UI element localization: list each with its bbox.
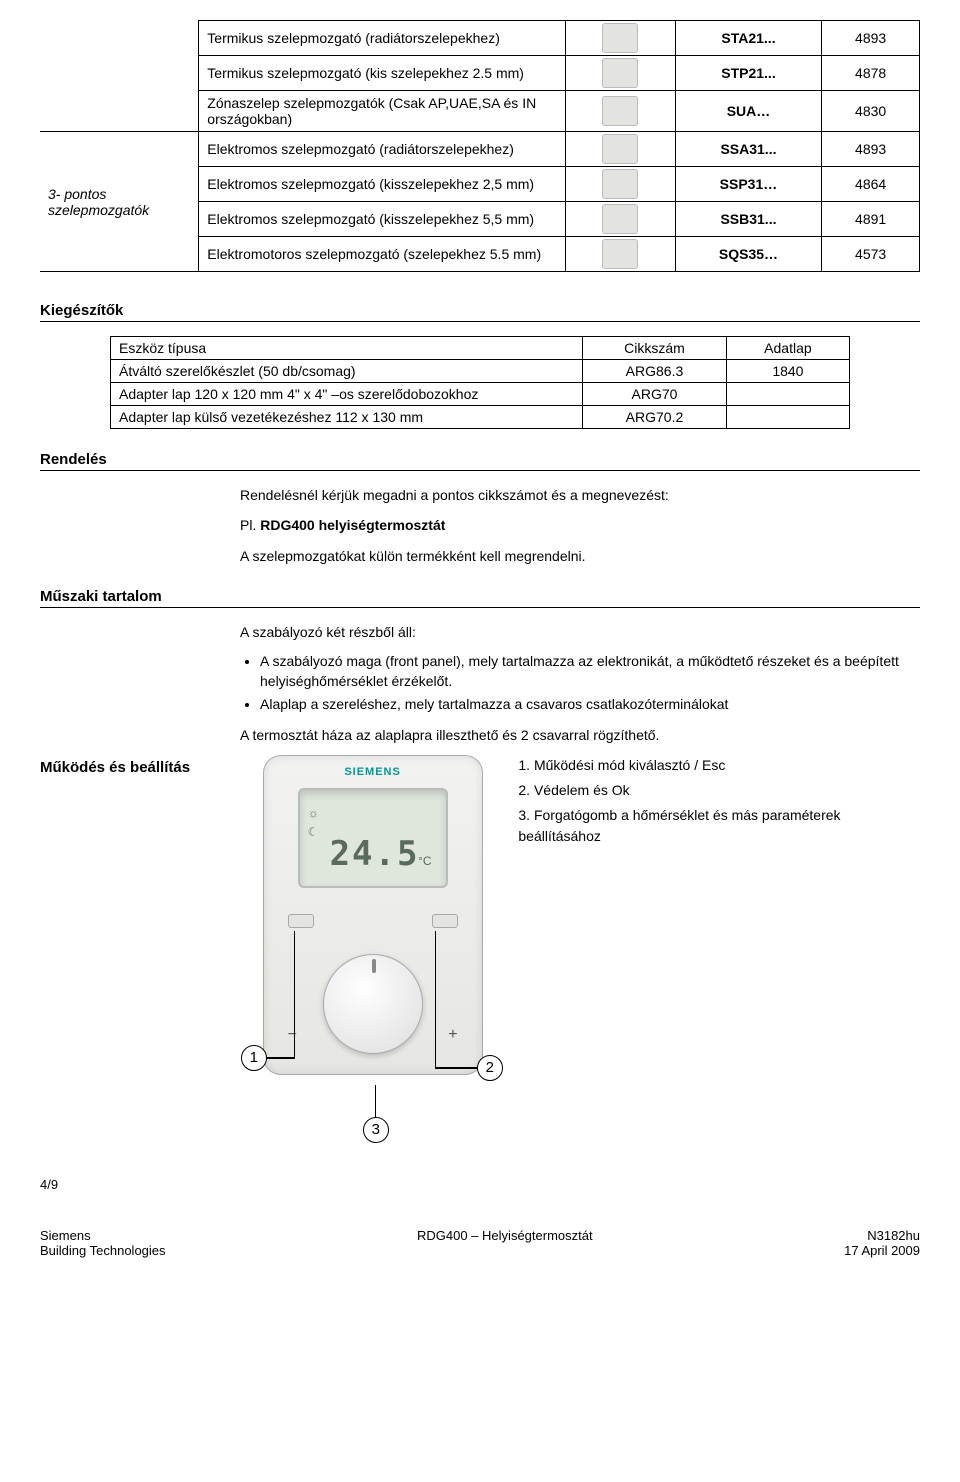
actuator-thumb xyxy=(565,167,675,202)
device-screen: ☼☾ 24.5 °C xyxy=(298,788,448,888)
actuator-desc: Zónaszelep szelepmozgatók (Csak AP,UAE,S… xyxy=(199,91,565,132)
page-footer: Siemens Building Technologies RDG400 – H… xyxy=(40,1228,920,1258)
footer-title: RDG400 – Helyiségtermosztát xyxy=(166,1228,845,1258)
actuator-sheet: 4893 xyxy=(822,132,920,167)
device-illustration: SIEMENS ☼☾ 24.5 °C − + 1 2 3 xyxy=(245,755,501,1145)
tech-heading: Műszaki tartalom xyxy=(40,588,920,608)
actuator-code: STA21... xyxy=(675,21,822,56)
ordering-line1: Rendelésnél kérjük megadni a pontos cikk… xyxy=(240,485,920,505)
actuator-table: Termikus szelepmozgató (radiátorszelepek… xyxy=(40,20,920,272)
actuator-code: SSP31… xyxy=(675,167,822,202)
accessories-cell: ARG86.3 xyxy=(583,360,727,383)
ordering-product: RDG400 helyiségtermosztát xyxy=(260,517,445,533)
ordering-heading: Rendelés xyxy=(40,451,920,471)
actuator-thumb xyxy=(565,132,675,167)
minus-icon: − xyxy=(288,1026,297,1044)
rotary-dial[interactable] xyxy=(323,954,423,1054)
accessories-table: Eszköz típusaCikkszámAdatlap Átváltó sze… xyxy=(110,336,850,429)
accessories-col: Eszköz típusa xyxy=(111,337,583,360)
actuator-sheet: 4891 xyxy=(822,202,920,237)
ok-button[interactable] xyxy=(432,914,458,928)
actuator-thumb xyxy=(565,21,675,56)
accessories-col: Cikkszám xyxy=(583,337,727,360)
actuator-thumb xyxy=(565,91,675,132)
actuator-thumb xyxy=(565,237,675,272)
actuator-sheet: 4878 xyxy=(822,56,920,91)
accessories-cell: Adapter lap külső vezetékezéshez 112 x 1… xyxy=(111,406,583,429)
actuator-sheet: 4864 xyxy=(822,167,920,202)
operation-heading: Működés és beállítás xyxy=(40,755,227,1145)
accessories-col: Adatlap xyxy=(726,337,849,360)
tech-intro: A szabályozó két részből áll: xyxy=(240,622,920,642)
actuator-desc: Elektromotoros szelepmozgató (szelepekhe… xyxy=(199,237,565,272)
plus-icon: + xyxy=(448,1026,457,1044)
accessories-cell xyxy=(726,406,849,429)
tech-bullet: A szabályozó maga (front panel), mely ta… xyxy=(260,652,920,691)
callout-3: 3 xyxy=(363,1117,389,1143)
ordering-prefix: Pl. xyxy=(240,517,260,533)
actuator-code: SSA31... xyxy=(675,132,822,167)
actuator-desc: Termikus szelepmozgató (radiátorszelepek… xyxy=(199,21,565,56)
callout-2: 2 xyxy=(477,1055,503,1081)
accessories-cell: ARG70.2 xyxy=(583,406,727,429)
actuator-desc: Elektromos szelepmozgató (kisszelepekhez… xyxy=(199,167,565,202)
actuator-thumb xyxy=(565,202,675,237)
operation-item: 3. Forgatógomb a hőmérséklet és más para… xyxy=(518,805,920,847)
operation-item: 1. Működési mód kiválasztó / Esc xyxy=(518,755,920,776)
accessories-cell: ARG70 xyxy=(583,383,727,406)
actuator-sheet: 4830 xyxy=(822,91,920,132)
footer-right: N3182hu 17 April 2009 xyxy=(844,1228,920,1258)
ordering-text: Rendelésnél kérjük megadni a pontos cikk… xyxy=(240,485,920,566)
callout-1: 1 xyxy=(241,1045,267,1071)
actuator-category-blank xyxy=(40,91,199,132)
actuator-code: SQS35… xyxy=(675,237,822,272)
tech-text: A szabályozó két részből áll: A szabályo… xyxy=(240,622,920,745)
actuator-thumb xyxy=(565,56,675,91)
actuator-code: SSB31... xyxy=(675,202,822,237)
tech-bullet: Alaplap a szereléshez, mely tartalmazza … xyxy=(260,695,920,715)
actuator-category: 3- pontos szelepmozgatók xyxy=(40,132,199,272)
footer-docno: N3182hu xyxy=(867,1228,920,1243)
footer-division: Building Technologies xyxy=(40,1243,166,1258)
mode-button[interactable] xyxy=(288,914,314,928)
actuator-sheet: 4573 xyxy=(822,237,920,272)
accessories-cell: 1840 xyxy=(726,360,849,383)
actuator-code: SUA… xyxy=(675,91,822,132)
accessories-cell: Adapter lap 120 x 120 mm 4" x 4" –os sze… xyxy=(111,383,583,406)
actuator-code: STP21... xyxy=(675,56,822,91)
thermostat-device: SIEMENS ☼☾ 24.5 °C − + xyxy=(263,755,483,1075)
page-number: 4/9 xyxy=(40,1177,920,1192)
accessories-cell: Átváltó szerelőkészlet (50 db/csomag) xyxy=(111,360,583,383)
accessories-cell xyxy=(726,383,849,406)
actuator-sheet: 4893 xyxy=(822,21,920,56)
actuator-desc: Elektromos szelepmozgató (kisszelepekhez… xyxy=(199,202,565,237)
ordering-line2: Pl. RDG400 helyiségtermosztát xyxy=(240,515,920,535)
actuator-desc: Elektromos szelepmozgató (radiátorszelep… xyxy=(199,132,565,167)
screen-unit: °C xyxy=(418,854,431,868)
tech-post: A termosztát háza az alaplapra illeszthe… xyxy=(240,725,920,745)
actuator-desc: Termikus szelepmozgató (kis szelepekhez … xyxy=(199,56,565,91)
ordering-line3: A szelepmozgatókat külön termékként kell… xyxy=(240,546,920,566)
operation-item: 2. Védelem és Ok xyxy=(518,780,920,801)
actuator-category-blank xyxy=(40,56,199,91)
operation-list: 1. Működési mód kiválasztó / Esc 2. Védel… xyxy=(518,755,920,1145)
accessories-heading: Kiegészítők xyxy=(40,302,920,322)
footer-left: Siemens Building Technologies xyxy=(40,1228,166,1258)
device-brand: SIEMENS xyxy=(264,756,482,778)
footer-date: 17 April 2009 xyxy=(844,1243,920,1258)
tech-bullets: A szabályozó maga (front panel), mely ta… xyxy=(260,652,920,715)
screen-temperature: 24.5 xyxy=(330,834,420,874)
footer-company: Siemens xyxy=(40,1228,91,1243)
screen-mode-icons: ☼☾ xyxy=(308,804,319,842)
actuator-category-blank xyxy=(40,21,199,56)
